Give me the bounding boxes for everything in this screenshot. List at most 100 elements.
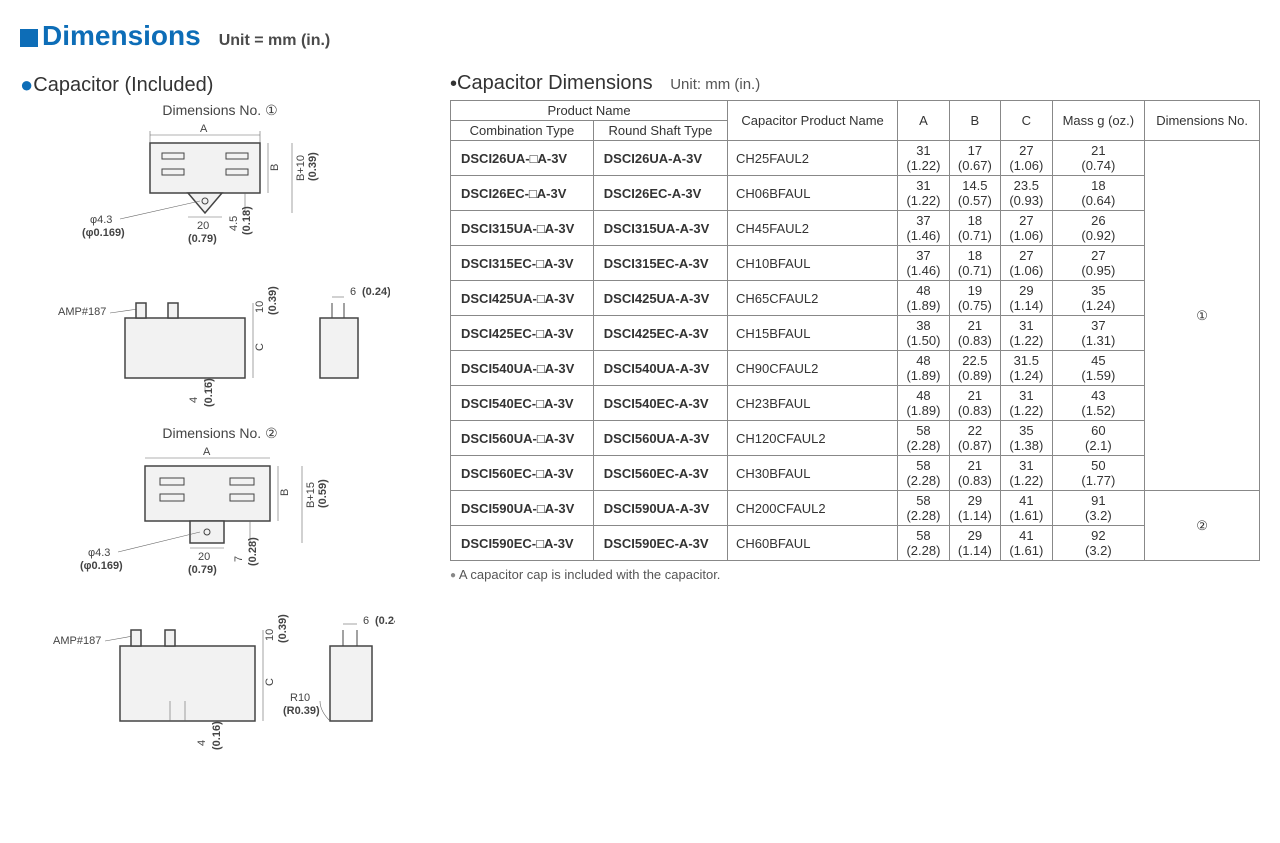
table-row: DSCI315UA-□A-3V DSCI315UA-A-3V CH45FAUL2… bbox=[451, 211, 1260, 246]
b-cell: 22(0.87) bbox=[949, 421, 1000, 456]
a-cell: 37(1.46) bbox=[898, 246, 949, 281]
round-cell: DSCI590EC-A-3V bbox=[593, 526, 727, 561]
a-cell: 58(2.28) bbox=[898, 456, 949, 491]
round-cell: DSCI315UA-A-3V bbox=[593, 211, 727, 246]
b-cell: 21(0.83) bbox=[949, 386, 1000, 421]
round-cell: DSCI425UA-A-3V bbox=[593, 281, 727, 316]
left-subhead: ●Capacitor (Included) bbox=[20, 72, 420, 98]
b-cell: 22.5(0.89) bbox=[949, 351, 1000, 386]
svg-text:4: 4 bbox=[188, 397, 200, 403]
cap-cell: CH15BFAUL bbox=[728, 316, 898, 351]
c-cell: 41(1.61) bbox=[1001, 526, 1052, 561]
svg-text:4.5: 4.5 bbox=[228, 216, 240, 231]
a-cell: 31(1.22) bbox=[898, 141, 949, 176]
b-cell: 18(0.71) bbox=[949, 246, 1000, 281]
dim1-label: Dimensions No. ① bbox=[20, 102, 420, 119]
b-cell: 19(0.75) bbox=[949, 281, 1000, 316]
svg-text:φ4.3: φ4.3 bbox=[90, 214, 112, 226]
mass-cell: 21(0.74) bbox=[1052, 141, 1145, 176]
a-cell: 58(2.28) bbox=[898, 421, 949, 456]
svg-text:(φ0.169): (φ0.169) bbox=[80, 560, 123, 572]
svg-text:(0.79): (0.79) bbox=[188, 564, 217, 576]
cap-cell: CH45FAUL2 bbox=[728, 211, 898, 246]
combo-cell: DSCI590UA-□A-3V bbox=[451, 491, 594, 526]
cap-cell: CH90CFAUL2 bbox=[728, 351, 898, 386]
a-cell: 38(1.50) bbox=[898, 316, 949, 351]
th-product-name: Product Name bbox=[451, 101, 728, 121]
a-cell: 48(1.89) bbox=[898, 386, 949, 421]
table-row: DSCI26UA-□A-3V DSCI26UA-A-3V CH25FAUL2 3… bbox=[451, 141, 1260, 176]
th-round: Round Shaft Type bbox=[593, 121, 727, 141]
c-cell: 31(1.22) bbox=[1001, 456, 1052, 491]
svg-text:(0.59): (0.59) bbox=[317, 479, 329, 508]
c-cell: 29(1.14) bbox=[1001, 281, 1052, 316]
table-row: DSCI315EC-□A-3V DSCI315EC-A-3V CH10BFAUL… bbox=[451, 246, 1260, 281]
c-cell: 23.5(0.93) bbox=[1001, 176, 1052, 211]
svg-text:(0.24): (0.24) bbox=[362, 286, 390, 298]
table-row: DSCI540EC-□A-3V DSCI540EC-A-3V CH23BFAUL… bbox=[451, 386, 1260, 421]
mass-cell: 26(0.92) bbox=[1052, 211, 1145, 246]
cap-cell: CH30BFAUL bbox=[728, 456, 898, 491]
round-cell: DSCI425EC-A-3V bbox=[593, 316, 727, 351]
th-combo: Combination Type bbox=[451, 121, 594, 141]
title-text: Dimensions bbox=[42, 20, 201, 51]
th-capacitor: Capacitor Product Name bbox=[728, 101, 898, 141]
mass-cell: 35(1.24) bbox=[1052, 281, 1145, 316]
round-cell: DSCI560EC-A-3V bbox=[593, 456, 727, 491]
th-mass: Mass g (oz.) bbox=[1052, 101, 1145, 141]
c-cell: 41(1.61) bbox=[1001, 491, 1052, 526]
mass-cell: 92(3.2) bbox=[1052, 526, 1145, 561]
svg-text:C: C bbox=[264, 678, 276, 686]
combo-cell: DSCI26UA-□A-3V bbox=[451, 141, 594, 176]
cap-cell: CH120CFAUL2 bbox=[728, 421, 898, 456]
svg-text:20: 20 bbox=[197, 220, 209, 232]
th-c: C bbox=[1001, 101, 1052, 141]
combo-cell: DSCI315EC-□A-3V bbox=[451, 246, 594, 281]
combo-cell: DSCI315UA-□A-3V bbox=[451, 211, 594, 246]
combo-cell: DSCI425EC-□A-3V bbox=[451, 316, 594, 351]
svg-text:(0.39): (0.39) bbox=[267, 286, 279, 315]
left-subhead-text: Capacitor (Included) bbox=[33, 74, 213, 96]
combo-cell: DSCI425UA-□A-3V bbox=[451, 281, 594, 316]
svg-text:(0.18): (0.18) bbox=[241, 206, 253, 235]
mass-cell: 91(3.2) bbox=[1052, 491, 1145, 526]
cap-cell: CH06BFAUL bbox=[728, 176, 898, 211]
cap-cell: CH25FAUL2 bbox=[728, 141, 898, 176]
b-cell: 29(1.14) bbox=[949, 491, 1000, 526]
cap-cell: CH200CFAUL2 bbox=[728, 491, 898, 526]
b-cell: 21(0.83) bbox=[949, 456, 1000, 491]
diagram-1-top: A B B+10 (0.39) 4.5 (0.18) φ4.3 (φ0.169 bbox=[70, 121, 370, 261]
svg-text:φ4.3: φ4.3 bbox=[88, 547, 110, 559]
diagram-2-top: A B B+15 (0.59) 7 (0.28) φ4.3 (φ0.169) 2 bbox=[70, 444, 370, 594]
table-row: DSCI560EC-□A-3V DSCI560EC-A-3V CH30BFAUL… bbox=[451, 456, 1260, 491]
b-cell: 14.5(0.57) bbox=[949, 176, 1000, 211]
unit-label: Unit = mm (in.) bbox=[219, 32, 331, 50]
svg-text:(0.79): (0.79) bbox=[188, 233, 217, 245]
svg-text:(0.16): (0.16) bbox=[203, 378, 215, 407]
svg-text:A: A bbox=[200, 123, 208, 135]
c-cell: 31(1.22) bbox=[1001, 316, 1052, 351]
b-cell: 18(0.71) bbox=[949, 211, 1000, 246]
a-cell: 48(1.89) bbox=[898, 351, 949, 386]
a-cell: 31(1.22) bbox=[898, 176, 949, 211]
capacitor-table: Product Name Capacitor Product Name A B … bbox=[450, 100, 1260, 561]
diagram-1-side: AMP#187 10 (0.39) C 4 (0.16) 6 ( bbox=[50, 273, 390, 413]
cap-cell: CH60BFAUL bbox=[728, 526, 898, 561]
svg-text:(R0.39): (R0.39) bbox=[283, 705, 320, 717]
mass-cell: 37(1.31) bbox=[1052, 316, 1145, 351]
round-cell: DSCI26EC-A-3V bbox=[593, 176, 727, 211]
mass-cell: 45(1.59) bbox=[1052, 351, 1145, 386]
svg-text:(φ0.169): (φ0.169) bbox=[82, 227, 125, 239]
svg-text:(0.39): (0.39) bbox=[277, 614, 289, 643]
svg-text:4: 4 bbox=[196, 740, 208, 746]
mass-cell: 60(2.1) bbox=[1052, 421, 1145, 456]
svg-text:20: 20 bbox=[198, 551, 210, 563]
a-cell: 48(1.89) bbox=[898, 281, 949, 316]
svg-text:AMP#187: AMP#187 bbox=[53, 635, 101, 647]
table-row: DSCI425EC-□A-3V DSCI425EC-A-3V CH15BFAUL… bbox=[451, 316, 1260, 351]
b-cell: 21(0.83) bbox=[949, 316, 1000, 351]
combo-cell: DSCI590EC-□A-3V bbox=[451, 526, 594, 561]
svg-text:(0.28): (0.28) bbox=[247, 537, 259, 566]
diagram-2-side: AMP#187 10 (0.39) C 4 (0.16) R10 (R0.39) bbox=[45, 606, 395, 756]
c-cell: 35(1.38) bbox=[1001, 421, 1052, 456]
